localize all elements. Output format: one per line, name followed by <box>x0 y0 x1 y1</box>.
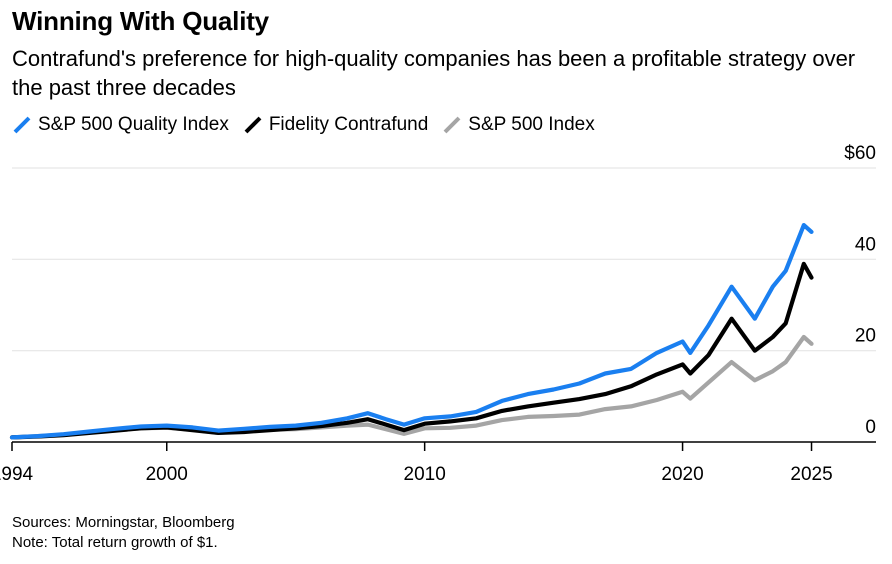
chart-legend: S&P 500 Quality Index Fidelity Contrafun… <box>12 112 609 138</box>
series-line-s-p-500-quality-index <box>9 223 814 440</box>
x-tick-label-1994: 1994 <box>0 464 34 485</box>
x-axis: 1994 2000 2010 2020 2025 <box>0 441 876 485</box>
chart-footer: Sources: Morningstar, Bloomberg Note: To… <box>12 513 235 553</box>
chart-subtitle: Contrafund's preference for high-quality… <box>12 46 856 100</box>
legend-item-quality-index: S&P 500 Quality Index <box>12 114 229 136</box>
grid-lines <box>12 167 876 352</box>
y-tick-label-60: $60 <box>844 143 876 164</box>
legend-label-sp500: S&P 500 Index <box>468 114 595 135</box>
series-lines <box>9 223 814 440</box>
legend-label-contrafund: Fidelity Contrafund <box>268 114 429 135</box>
legend-swatch-sp500 <box>443 116 461 134</box>
y-axis-labels: 0 20 40 $60 <box>844 143 876 438</box>
y-tick-label-40: 40 <box>855 234 876 255</box>
x-tick-label-2025: 2025 <box>790 464 832 485</box>
methodology-note: Note: Total return growth of $1. <box>12 534 218 551</box>
x-tick-label-2020: 2020 <box>661 464 703 485</box>
legend-swatch-contrafund <box>244 116 262 134</box>
legend-item-sp500: S&P 500 Index <box>442 114 595 136</box>
legend-swatch-quality-index <box>13 116 31 134</box>
y-tick-label-0: 0 <box>865 417 876 438</box>
y-tick-label-20: 20 <box>855 326 876 347</box>
line-chart: 1994 2000 2010 2020 2025 0 20 40 $60 <box>0 143 876 485</box>
legend-label-quality-index: S&P 500 Quality Index <box>38 114 229 135</box>
sources-note: Sources: Morningstar, Bloomberg <box>12 514 235 531</box>
x-tick-label-2010: 2010 <box>404 464 446 485</box>
x-tick-label-2000: 2000 <box>146 464 188 485</box>
chart-title: Winning With Quality <box>12 6 269 36</box>
legend-item-contrafund: Fidelity Contrafund <box>243 114 428 136</box>
